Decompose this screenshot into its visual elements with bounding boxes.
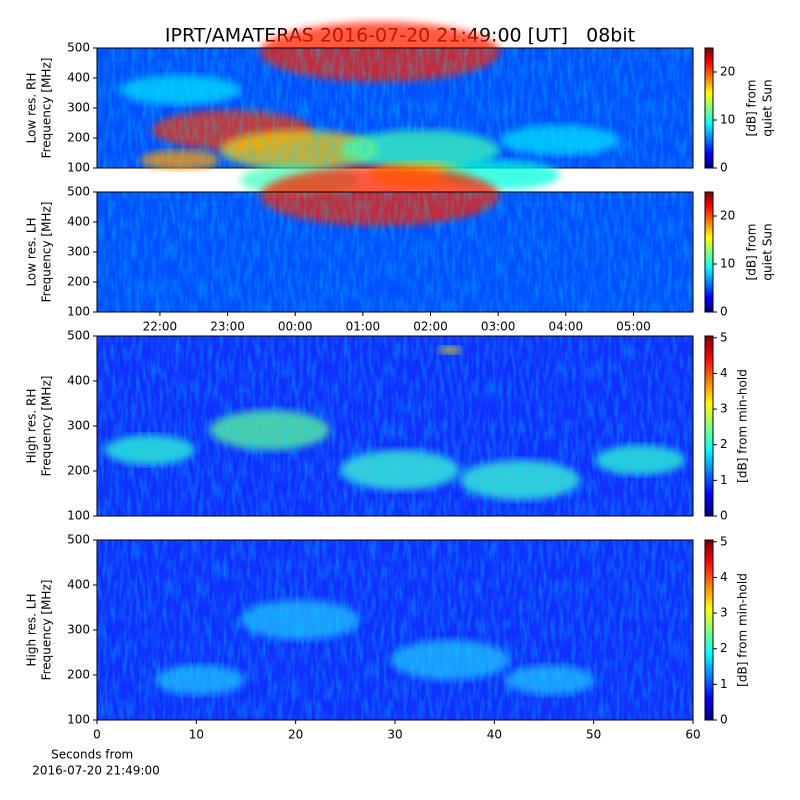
y-tick-label: 400 <box>67 215 90 229</box>
colorbar-tick-label: 1 <box>720 473 728 487</box>
x-tick-label: 60 <box>685 728 700 742</box>
y-axis-label: High res. LH <box>25 593 39 666</box>
colorbar-tick-label: 10 <box>720 113 735 127</box>
colorbar-tick-label: 20 <box>720 65 735 79</box>
colorbar-tick-label: 5 <box>720 330 728 344</box>
colorbar-tick-label: 0 <box>720 713 728 727</box>
x-tick-label: 03:00 <box>481 320 516 334</box>
x-tick-label: 00:00 <box>278 320 313 334</box>
x-tick-label: 10 <box>189 728 204 742</box>
colorbar <box>704 47 714 169</box>
colorbar-tick-label: 0 <box>720 161 728 175</box>
spectrogram-noise <box>97 336 693 516</box>
y-axis-label: High res. RH <box>25 389 39 464</box>
colorbar-label: [dB] from min-hold <box>736 573 750 687</box>
y-tick-label: 200 <box>67 668 90 682</box>
y-tick-label: 400 <box>67 374 90 388</box>
colorbar-label: quiet Sun <box>761 79 775 136</box>
y-tick-label: 100 <box>67 305 90 319</box>
x-tick-label: 20 <box>288 728 303 742</box>
y-axis-label: Frequency [MHz] <box>40 580 54 681</box>
y-tick-label: 500 <box>67 185 90 199</box>
colorbar-tick-label: 4 <box>720 570 728 584</box>
x-tick-label: 50 <box>586 728 601 742</box>
x-axis-label: Seconds from <box>51 748 133 762</box>
y-axis-label: Frequency [MHz] <box>40 202 54 303</box>
colorbar-label: [dB] from <box>745 224 759 281</box>
colorbar <box>704 191 714 313</box>
colorbar-label: [dB] from <box>745 80 759 137</box>
y-tick-label: 100 <box>67 161 90 175</box>
y-tick-label: 100 <box>67 713 90 727</box>
y-tick-label: 300 <box>67 419 90 433</box>
colorbar-tick-label: 10 <box>720 257 735 271</box>
y-tick-label: 300 <box>67 245 90 259</box>
y-axis-label: Low res. LH <box>25 217 39 286</box>
x-tick-label: 30 <box>387 728 402 742</box>
y-tick-label: 300 <box>67 623 90 637</box>
y-tick-label: 300 <box>67 101 90 115</box>
x-tick-label: 02:00 <box>413 320 448 334</box>
x-tick-label: 40 <box>487 728 502 742</box>
colorbar-tick-label: 0 <box>720 509 728 523</box>
y-tick-label: 500 <box>67 329 90 343</box>
y-axis-label: Low res. RH <box>25 73 39 144</box>
colorbar-tick-label: 4 <box>720 366 728 380</box>
x-axis-label: 2016-07-20 21:49:00 <box>32 764 159 778</box>
colorbar-label: quiet Sun <box>761 223 775 280</box>
spectrogram-noise <box>97 540 693 720</box>
colorbar-tick-label: 2 <box>720 437 728 451</box>
colorbar <box>704 335 714 517</box>
colorbar-label: [dB] from min-hold <box>736 369 750 483</box>
y-tick-label: 500 <box>67 41 90 55</box>
x-tick-label: 05:00 <box>616 320 651 334</box>
x-tick-label: 0 <box>93 728 101 742</box>
x-tick-label: 04:00 <box>549 320 584 334</box>
y-tick-label: 200 <box>67 275 90 289</box>
spectrogram-feature <box>140 150 220 170</box>
spectrogram-noise <box>97 192 693 312</box>
y-axis-label: Frequency [MHz] <box>40 58 54 159</box>
y-tick-label: 400 <box>67 71 90 85</box>
colorbar-tick-label: 5 <box>720 534 728 548</box>
x-tick-label: 22:00 <box>143 320 178 334</box>
colorbar-tick-label: 1 <box>720 677 728 691</box>
y-tick-label: 100 <box>67 509 90 523</box>
y-tick-label: 200 <box>67 464 90 478</box>
colorbar-tick-label: 20 <box>720 209 735 223</box>
y-tick-label: 400 <box>67 578 90 592</box>
spectrogram-noise <box>97 48 693 168</box>
colorbar-tick-label: 3 <box>720 402 728 416</box>
y-axis-label: Frequency [MHz] <box>40 376 54 477</box>
y-tick-label: 200 <box>67 131 90 145</box>
colorbar <box>704 539 714 721</box>
colorbar-tick-label: 2 <box>720 641 728 655</box>
colorbar-tick-label: 0 <box>720 305 728 319</box>
y-tick-label: 500 <box>67 533 90 547</box>
x-tick-label: 01:00 <box>346 320 381 334</box>
colorbar-tick-label: 3 <box>720 606 728 620</box>
x-tick-label: 23:00 <box>210 320 245 334</box>
